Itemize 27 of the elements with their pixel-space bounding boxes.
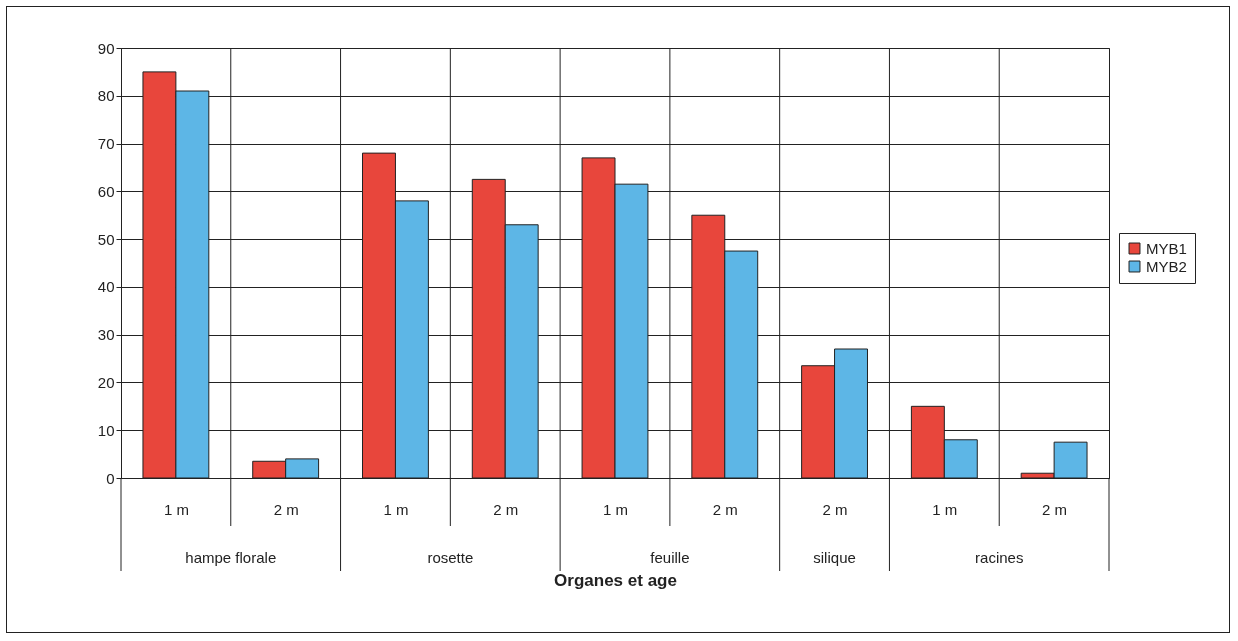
x-tick-label: 2 m bbox=[712, 500, 738, 518]
text: rosette bbox=[427, 549, 474, 566]
x-tick-label: 1 m bbox=[383, 500, 409, 518]
y-tick-label: 20 bbox=[97, 373, 115, 391]
text: silique bbox=[813, 549, 856, 566]
text: feuille bbox=[650, 549, 690, 566]
x-tick-label: 2 m bbox=[1042, 500, 1068, 518]
x-tick-label: 1 m bbox=[163, 500, 189, 518]
y-tick-label: 70 bbox=[97, 135, 115, 153]
legend-label: MYB2 bbox=[1146, 257, 1187, 275]
x-tick-label: 2 m bbox=[822, 500, 848, 518]
y-tick-label: 90 bbox=[97, 39, 115, 57]
x-tick-label: 1 m bbox=[932, 500, 958, 518]
y-tick-label: 30 bbox=[97, 326, 115, 344]
y-tick-label: 80 bbox=[97, 87, 115, 105]
x-tick-label: 1 m bbox=[602, 500, 629, 518]
y-tick-label: 10 bbox=[97, 421, 115, 439]
x-axis-title: Organes et age bbox=[554, 570, 677, 590]
x-tick-label: 2 m bbox=[493, 500, 519, 518]
legend-label: MYB1 bbox=[1146, 239, 1187, 257]
y-tick-label: 50 bbox=[97, 230, 115, 248]
x-tick-label: 2 m bbox=[273, 500, 299, 518]
text: racines bbox=[975, 549, 1024, 566]
y-tick-label: 40 bbox=[97, 278, 115, 296]
text: hampe florale bbox=[185, 549, 277, 566]
y-tick-label: 0 bbox=[106, 469, 115, 487]
y-tick-label: 60 bbox=[97, 182, 115, 200]
